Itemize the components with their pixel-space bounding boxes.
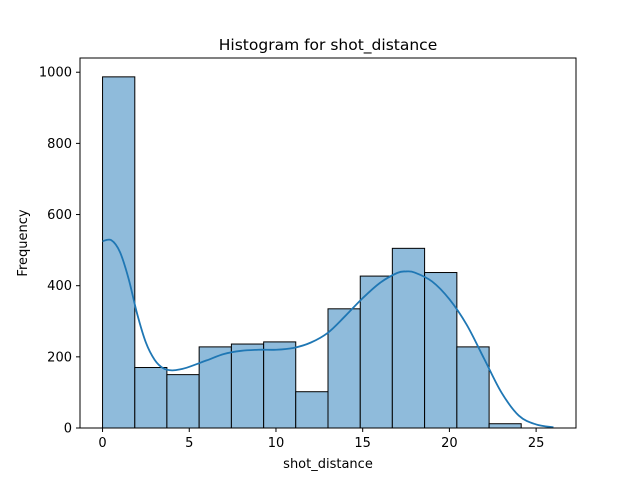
histogram-bar xyxy=(295,391,329,429)
x-axis-ticks: 0 5 10 15 20 25 xyxy=(98,428,544,451)
plot-frame xyxy=(79,57,577,429)
histogram-bars xyxy=(102,76,522,429)
histogram-bar xyxy=(327,308,361,429)
histogram-bar xyxy=(198,346,232,429)
x-tick-label: 20 xyxy=(441,436,458,451)
y-tick-label: 800 xyxy=(47,137,72,152)
histogram-bar xyxy=(359,275,393,429)
y-tick-label: 600 xyxy=(47,208,72,223)
x-axis-title: shot_distance xyxy=(283,457,373,472)
x-tick-label: 15 xyxy=(354,436,371,451)
histogram-bar xyxy=(488,423,522,429)
x-tick-label: 5 xyxy=(185,436,193,451)
histogram-bar xyxy=(456,346,490,429)
histogram-bar xyxy=(166,374,200,429)
x-tick-label: 10 xyxy=(268,436,285,451)
y-axis-ticks: 0 200 400 600 800 1000 xyxy=(39,66,80,437)
y-tick-label: 400 xyxy=(47,279,72,294)
kde-curve xyxy=(102,238,554,429)
histogram-bar xyxy=(263,341,297,429)
y-tick-label: 200 xyxy=(47,350,72,365)
histogram-bar xyxy=(134,367,168,429)
chart-title: Histogram for shot_distance xyxy=(219,36,437,55)
histogram-bar xyxy=(424,272,458,429)
histogram-bar xyxy=(230,343,265,429)
y-tick-label: 0 xyxy=(64,422,72,437)
y-tick-label: 1000 xyxy=(39,66,72,81)
x-tick-label: 25 xyxy=(528,436,545,451)
histogram-bar xyxy=(102,76,136,429)
histogram-bar xyxy=(391,247,426,429)
x-tick-label: 0 xyxy=(98,436,106,451)
y-axis-title: Frequency xyxy=(16,209,31,276)
